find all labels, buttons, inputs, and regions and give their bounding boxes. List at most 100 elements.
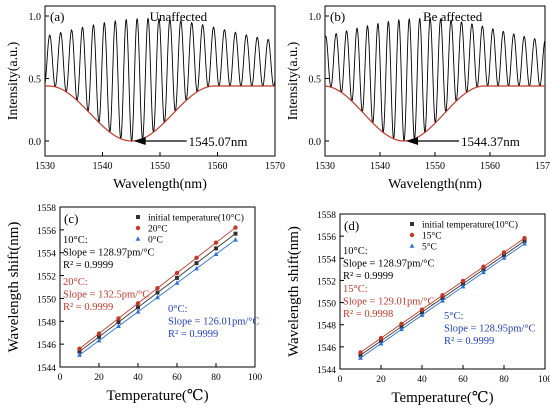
annotation-arrowhead [133,137,146,145]
x-tick-label: 1550 [425,161,445,172]
y-tick-label: 1548 [317,322,336,332]
annotation-label: 1544.37nm [461,134,520,149]
fit-text: 10°C: [63,235,88,246]
data-point-square [233,231,238,236]
fit-text: Slope = 129.01pm/°C [343,297,435,308]
x-tick-label: 1530 [315,161,335,172]
y-tick-label: 1552 [317,277,336,287]
data-point-triangle [358,355,363,360]
plot-frame [339,213,546,370]
panel-label: (b) [330,9,345,24]
y-tick-label: 1554 [317,255,336,265]
data-point-circle [501,250,507,255]
data-point-triangle [116,323,121,328]
envelope-line [324,85,545,142]
fit-text: R² = 0.9999 [168,329,218,340]
legend: initial temperature(10°C)15°C5°C [409,220,518,253]
x-axis-label: Temperature(℃) [391,390,493,406]
data-point-circle [481,264,486,269]
x-tick-label: 20 [94,373,104,383]
fit-text: Slope = 132.5pm/°C [63,290,149,301]
x-axis-label: Wavelength(nm) [113,177,207,192]
y-tick-label: 1544 [37,364,56,374]
x-axis-label: Wavelength(nm) [388,177,482,192]
x-tick-label: 100 [248,373,263,383]
data-point-square [358,353,363,358]
fit-text: Slope = 128.95pm/°C [444,324,536,335]
fit-text: R² = 0.9999 [343,271,393,282]
data-point-triangle [135,236,141,241]
y-tick-label: 0.5 [309,75,322,86]
x-tick-label: 1560 [208,161,228,172]
data-point-square [116,320,121,325]
annotation-label: 1545.07nm [189,134,248,149]
y-axis-label: Intensity(a.u.) [286,41,301,120]
fringe-line [44,17,276,143]
y-tick-label: 1.0 [29,12,42,23]
data-point-circle [419,307,425,312]
data-point-circle [378,335,384,341]
fit-text: 15°C: [343,284,368,295]
x-tick-label: 40 [417,375,427,385]
y-axis-label: Wavelength shift(nm) [6,222,22,353]
x-tick-label: 80 [499,375,509,385]
data-point-triangle [213,251,219,256]
data-point-square [522,238,527,243]
y-tick-label: 0.5 [29,75,42,86]
data-point-square [379,338,383,343]
data-point-triangle [194,265,199,271]
y-axis-label: Wavelength shift(nm) [286,226,302,357]
data-point-triangle [378,341,384,346]
x-tick-label: 1530 [35,161,55,172]
x-axis-label: Temperature(℃) [106,388,208,404]
fit-text: Slope = 128.97pm/°C [343,259,435,270]
data-point-triangle [460,283,466,289]
legend-entry: 20°C [148,224,168,235]
panel-label: (d) [344,218,359,233]
data-point-circle [155,285,160,291]
series-3 [358,241,527,360]
data-point-square [399,324,404,329]
y-tick-label: 1550 [37,295,56,305]
data-point-triangle [155,294,160,300]
y-tick-label: 1552 [37,273,56,283]
data-point-triangle [77,352,82,357]
data-point-triangle [481,269,486,275]
data-point-triangle [409,243,415,248]
panel-4: 0 20 40 60 80 100 1544 1546 1548 1550 1552 1554 1556… [286,211,550,406]
data-point-square [440,296,445,301]
fit-annotation: 20°C: Slope = 132.5pm/°CR² = 0.9999 [63,277,149,313]
x-tick-label: 1570 [265,161,285,172]
data-point-circle [135,301,141,306]
data-point-square [194,261,199,266]
x-tick-label: 1540 [370,161,390,172]
data-point-triangle [522,241,527,246]
data-point-circle [233,225,238,230]
series-1 [358,238,527,358]
panel-2: 1530 1540 1550 1560 1570 0.0 0.5 1.0 (b) Be affec… [286,5,550,192]
fit-text: 10°C: [343,246,368,257]
data-point-square [136,215,140,219]
data-point-circle [77,346,82,351]
data-point-triangle [174,280,180,285]
fit-annotation: 0°C: Slope = 126.01pm/°CR² = 0.9999 [168,304,260,340]
data-point-triangle [419,312,425,317]
x-tick-label: 0 [58,373,63,383]
fit-annotation: 15°C: Slope = 129.01pm/°CR² = 0.9998 [343,284,435,320]
series-3 [77,237,238,357]
legend-entry: 5°C [422,242,437,253]
y-tick-label: 1558 [37,204,56,214]
y-tick-label: 1546 [37,341,56,351]
data-point-triangle [96,337,102,343]
panel-title: Be affected [423,9,483,24]
y-tick-label: 1554 [37,250,56,260]
data-point-square [420,310,424,315]
fit-text: R² = 0.9999 [63,260,113,271]
data-point-square [481,267,486,272]
x-tick-label: 1570 [535,161,550,172]
fit-annotation: 10°C: Slope = 128.97pm/°CR² = 0.9999 [63,235,155,271]
data-point-square [136,305,140,310]
x-tick-label: 60 [172,373,182,383]
y-tick-label: 1548 [37,318,56,328]
data-point-triangle [399,326,404,332]
